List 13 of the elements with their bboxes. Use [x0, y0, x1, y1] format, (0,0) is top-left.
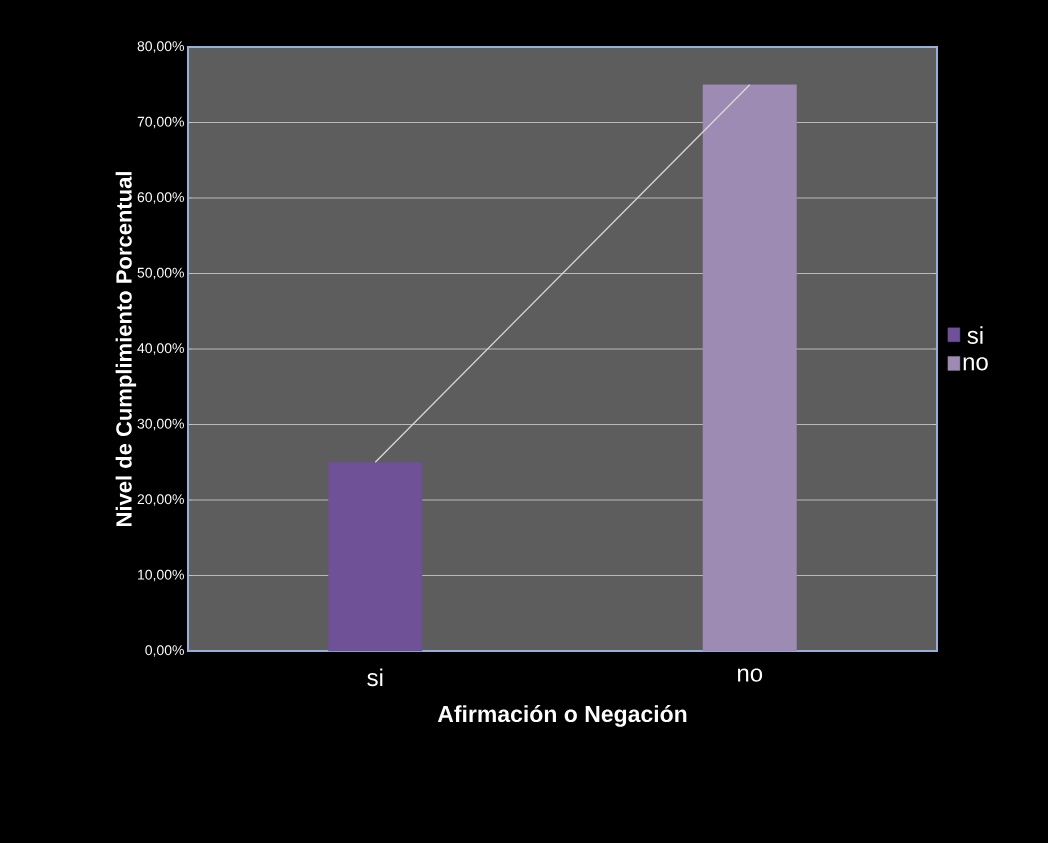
y-tick-label: 0,00% — [145, 645, 184, 657]
y-tick-label: 40,00% — [137, 343, 184, 355]
legend-label: no — [963, 357, 988, 371]
y-tick-label: 70,00% — [137, 116, 184, 129]
y-tick-label: 20,00% — [137, 494, 184, 506]
y-tick-label: 60,00% — [137, 192, 184, 204]
y-tick-label: 50,00% — [137, 267, 184, 280]
y-tick-label: 80,00% — [137, 41, 184, 53]
y-tick-label: 10,00% — [138, 569, 184, 582]
y-axis-title: Nivel de Cumplimiento Porcentual — [115, 172, 137, 526]
x-axis-title: Afirmación o Negación — [437, 705, 687, 727]
y-tick-label: 30,00% — [137, 418, 184, 431]
legend-label: si — [967, 326, 983, 344]
